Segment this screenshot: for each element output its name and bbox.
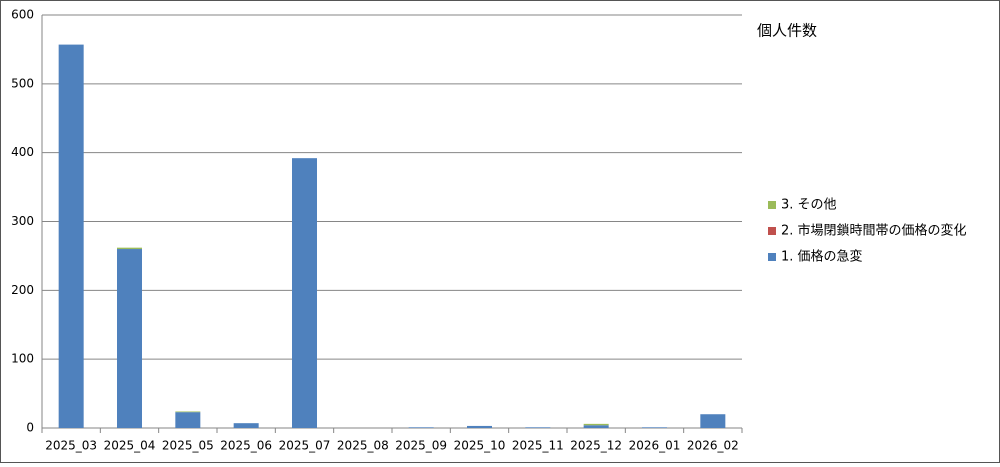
- bar-segment: [525, 427, 551, 428]
- bar-segment: [583, 423, 609, 426]
- legend-swatch: [768, 201, 776, 209]
- y-tick-label: 200: [11, 283, 34, 297]
- x-tick-label: 2026_01: [629, 439, 681, 453]
- bar-segment: [175, 412, 201, 428]
- x-tick-label: 2025_03: [45, 439, 97, 453]
- x-tick-label: 2025_06: [220, 439, 272, 453]
- bar-segment: [583, 425, 609, 428]
- bar-segment: [467, 425, 492, 428]
- x-tick-label: 2025_07: [279, 439, 331, 453]
- x-tick-label: 2025_08: [337, 439, 389, 453]
- y-tick-label: 400: [11, 145, 34, 159]
- x-tick-label: 2026_02: [687, 439, 739, 453]
- y-tick-label: 600: [11, 8, 34, 22]
- x-tick-label: 2025_05: [162, 439, 214, 453]
- legend-label: 1. 価格の急変: [781, 249, 863, 265]
- y-tick-label: 0: [26, 421, 34, 435]
- legend-swatch: [768, 227, 776, 235]
- bar-segment: [700, 414, 726, 428]
- bar-segment: [117, 249, 142, 428]
- bar-segment: [408, 427, 434, 428]
- x-tick-label: 2025_10: [454, 439, 506, 453]
- x-tick-label: 2025_11: [512, 439, 564, 453]
- legend-label: 2. 市場閉鎖時間帯の価格の変化: [781, 223, 967, 239]
- x-tick-label: 2025_04: [104, 439, 156, 453]
- bar-segment: [117, 247, 142, 250]
- legend-label: 3. その他: [781, 198, 837, 213]
- y-tick-label: 300: [11, 214, 34, 228]
- x-tick-label: 2025_09: [395, 439, 447, 453]
- chart-title: 個人件数: [757, 22, 817, 40]
- bar-segment: [642, 427, 667, 428]
- y-tick-label: 100: [11, 352, 34, 366]
- legend-swatch: [768, 253, 776, 261]
- bar-segment: [175, 411, 201, 413]
- x-tick-label: 2025_12: [570, 439, 622, 453]
- bar-segment: [58, 44, 84, 429]
- y-tick-label: 500: [11, 76, 34, 90]
- bar-segment: [292, 158, 317, 428]
- bar-segment: [233, 423, 259, 428]
